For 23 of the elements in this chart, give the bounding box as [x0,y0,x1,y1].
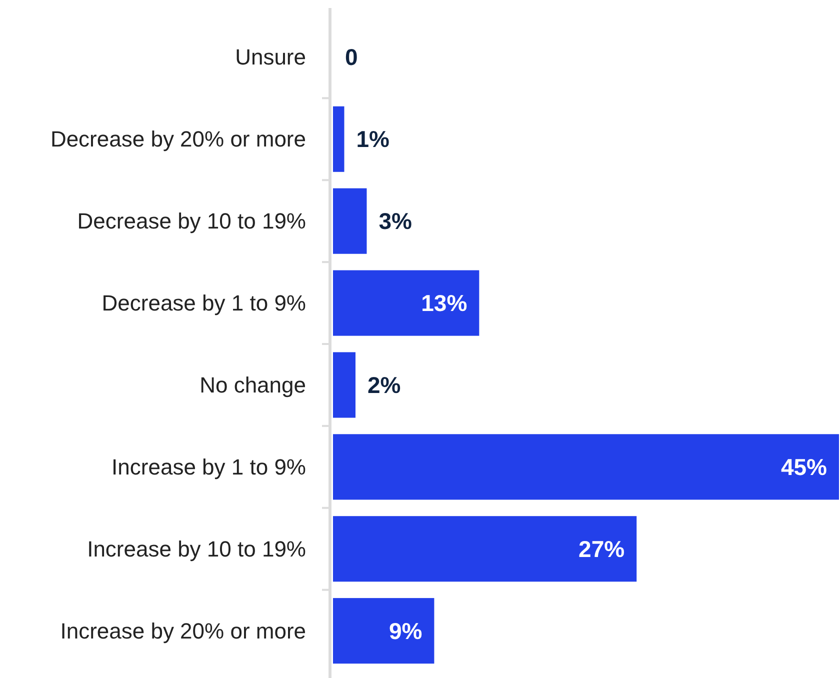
bar [333,516,637,582]
y-tick-label: Unsure [235,44,306,70]
y-tick-label: Decrease by 20% or more [50,126,306,152]
bar [333,106,344,172]
y-tick-label: Decrease by 1 to 9% [102,290,306,316]
bar [333,352,356,418]
bar [333,188,367,254]
y-tick-label: Decrease by 10 to 19% [77,208,306,234]
y-tick-label: Increase by 10 to 19% [87,536,306,562]
data-label: 13% [421,290,468,316]
y-tick-label: No change [200,372,306,398]
y-tick-label: Increase by 20% or more [60,618,306,644]
data-label: 1% [356,126,390,152]
data-label: 3% [378,208,412,234]
data-label: 45% [780,454,827,480]
data-label: 0 [345,44,358,70]
bar [333,270,480,336]
bar [333,598,434,664]
data-label: 2% [367,372,401,398]
data-label: 9% [388,618,422,644]
bar [333,434,839,500]
data-label: 27% [578,536,625,562]
y-tick-label: Increase by 1 to 9% [112,454,306,480]
